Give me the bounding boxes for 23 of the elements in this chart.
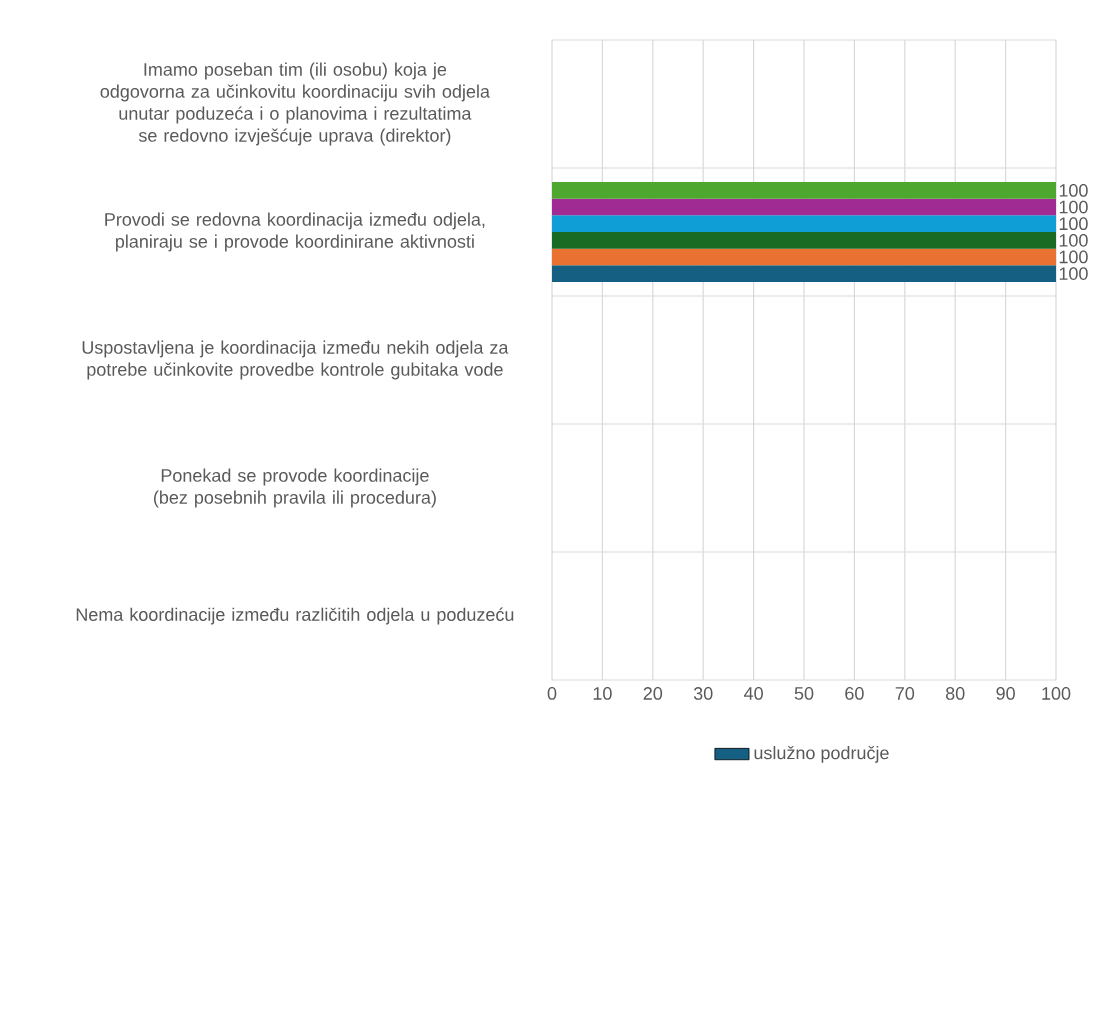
x-tick-label: 0 bbox=[547, 687, 557, 700]
x-tick-label: 30 bbox=[693, 687, 713, 700]
x-tick-label: 10 bbox=[593, 687, 612, 700]
x-tick-label: 70 bbox=[895, 687, 915, 700]
x-tick-label: 50 bbox=[794, 687, 814, 700]
y-tick-label: Uspostavljena je koordinacija između nekih odjela za potrebe učinkovite provedbe kontrole gubitaka vode bbox=[82, 340, 509, 380]
y-tick-label: Imamo poseban tim (ili osobu) koja je odgovorna za učinkovitu koordinaciju svih odjela unutar poduzeća i o planovima i rezultatima se redovno izvješćuje uprava (direktor) bbox=[100, 62, 490, 146]
data-label: 100 bbox=[1059, 233, 1088, 247]
data-label: 100 bbox=[1059, 250, 1088, 264]
data-label: 100 bbox=[1059, 200, 1088, 214]
x-tick-label: 80 bbox=[945, 687, 965, 700]
x-tick-label: 60 bbox=[845, 687, 864, 700]
legend-label: uslužno područje bbox=[754, 746, 889, 763]
x-tick-label: 40 bbox=[744, 687, 763, 700]
x-tick-label: 20 bbox=[643, 687, 663, 700]
y-tick-label: Provodi se redovna koordinacija između odjela, planiraju se i provode koordinirane aktivnosti bbox=[105, 212, 485, 252]
data-label: 100 bbox=[1059, 184, 1088, 197]
x-tick-label: 100 bbox=[1042, 687, 1071, 700]
y-tick-label: Ponekad se provode koordinacije (bez posebnih pravila ili procedura) bbox=[153, 468, 436, 508]
y-tick-label: Nema koordinacije između različitih odjela u poduzeću bbox=[76, 607, 514, 625]
data-label: 100 bbox=[1059, 267, 1088, 280]
data-label: 100 bbox=[1059, 217, 1088, 231]
x-tick-label: 90 bbox=[996, 687, 1015, 700]
